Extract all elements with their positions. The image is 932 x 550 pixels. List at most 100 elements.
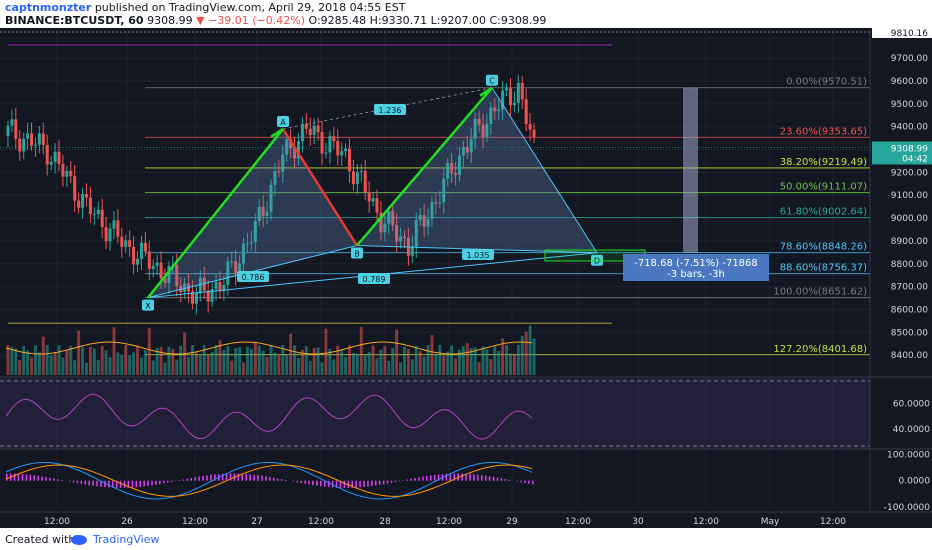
point-badge: [142, 299, 154, 311]
volume-bar: [10, 346, 14, 375]
candle-body: [73, 176, 77, 201]
macd-histogram-bar: [57, 479, 59, 481]
macd-histogram-bar: [221, 473, 224, 481]
tradingview-logo-icon: [71, 535, 87, 545]
candle-body: [359, 171, 363, 173]
chart-area[interactable]: 0.00%(9570.51) 23.60%(9353.65) 38.20%(9219…: [0, 28, 932, 528]
volume-bar: [120, 354, 124, 375]
macd-histogram-bar: [516, 480, 518, 482]
macd-histogram-bar: [426, 475, 428, 481]
point-badge: [591, 254, 603, 266]
volume-bar: [481, 346, 485, 375]
macd-histogram-bar: [194, 477, 196, 481]
candle-body: [226, 261, 230, 285]
volume-bar: [516, 345, 520, 375]
candle-body: [293, 148, 297, 159]
macd-histogram-bar: [123, 480, 126, 488]
candle-body: [520, 82, 524, 100]
volume-bar: [532, 338, 536, 375]
macd-histogram-bar: [182, 479, 185, 481]
macd-histogram-bar: [6, 473, 8, 481]
macd-histogram-bar: [84, 480, 87, 485]
candle-body: [198, 277, 202, 293]
macd-histogram-bar: [80, 480, 83, 484]
candle-body: [508, 88, 512, 106]
volume-bar: [143, 350, 147, 375]
volume-bar: [524, 331, 528, 375]
volume-ma-line: [5, 341, 533, 355]
candle-body: [210, 288, 214, 302]
time-tick: May: [761, 517, 780, 527]
chart-canvas[interactable]: 0.00%(9570.51) 23.60%(9353.65) 38.20%(9219…: [0, 28, 932, 528]
price-tick: 8800.00: [891, 260, 928, 270]
macd-histogram-bar: [394, 480, 397, 482]
volume-bar: [501, 338, 505, 375]
candle-body: [383, 223, 387, 233]
arrow-ab: [281, 128, 359, 247]
volume-bar: [214, 345, 218, 375]
candle-body: [363, 171, 367, 193]
volume-bar: [328, 348, 332, 375]
volume-bar: [461, 346, 465, 375]
volume-bar: [332, 359, 336, 375]
macd-histogram-bar: [60, 480, 63, 481]
macd-histogram-bar: [477, 474, 479, 481]
volume-bar: [457, 349, 461, 375]
volume-bar: [320, 362, 324, 375]
macd-histogram-bar: [406, 479, 408, 481]
volume-bar: [355, 354, 359, 375]
macd-histogram-bar: [312, 480, 314, 486]
candle-body: [238, 263, 242, 274]
volume-bar: [375, 358, 379, 375]
tradingview-brand[interactable]: TradingView: [93, 533, 160, 546]
volume-bar: [269, 345, 273, 375]
candle-body: [351, 171, 355, 185]
volume-bar: [465, 343, 469, 375]
candle-body: [77, 200, 81, 208]
volume-bar: [26, 350, 30, 375]
macd-histogram-bar: [29, 474, 32, 481]
macd-histogram-bar: [371, 480, 373, 487]
macd-histogram-bar: [76, 480, 79, 484]
macd-histogram-bar: [269, 476, 271, 481]
price-tick: 8700.00: [891, 283, 928, 293]
candle-body: [304, 123, 308, 129]
candle-body: [371, 198, 375, 202]
candle-body: [49, 161, 53, 165]
candle-body: [505, 88, 509, 91]
macd-histogram-bar: [143, 480, 145, 487]
measure-bar: [683, 87, 698, 253]
macd-histogram-bar: [465, 473, 467, 481]
candle-body: [143, 242, 147, 252]
candle-body: [92, 214, 96, 216]
macd-line: [5, 461, 533, 500]
candle-body: [489, 107, 493, 124]
volume-bar: [136, 345, 139, 375]
macd-histogram-bar: [469, 473, 471, 481]
candle-body: [501, 90, 505, 110]
candle-body: [159, 262, 163, 279]
macd-histogram-bar: [155, 480, 157, 485]
candle-body: [422, 214, 426, 227]
macd-histogram-bar: [496, 477, 499, 481]
time-tick: 12:00: [693, 517, 719, 527]
macd-histogram-bar: [92, 480, 94, 486]
candle-body: [45, 145, 49, 165]
fib-label: 127.20%(8401.68): [773, 344, 867, 355]
candle-body: [450, 162, 454, 174]
candle-body: [477, 118, 481, 125]
candle-body: [167, 266, 171, 283]
macd-histogram-bar: [96, 480, 98, 487]
volume-bar: [493, 345, 497, 375]
chart-footer: Created with TradingView: [0, 528, 932, 550]
macd-histogram-bar: [151, 480, 153, 486]
candle-body: [308, 128, 312, 135]
volume-bar: [163, 362, 167, 375]
volume-bar: [88, 346, 92, 375]
macd-histogram-bar: [504, 479, 507, 481]
macd-histogram-bar: [257, 475, 259, 481]
author-link[interactable]: captnmonzter: [5, 1, 92, 14]
volume-bar: [261, 350, 265, 375]
time-tick: 26: [121, 517, 133, 527]
candle-body: [289, 139, 293, 149]
